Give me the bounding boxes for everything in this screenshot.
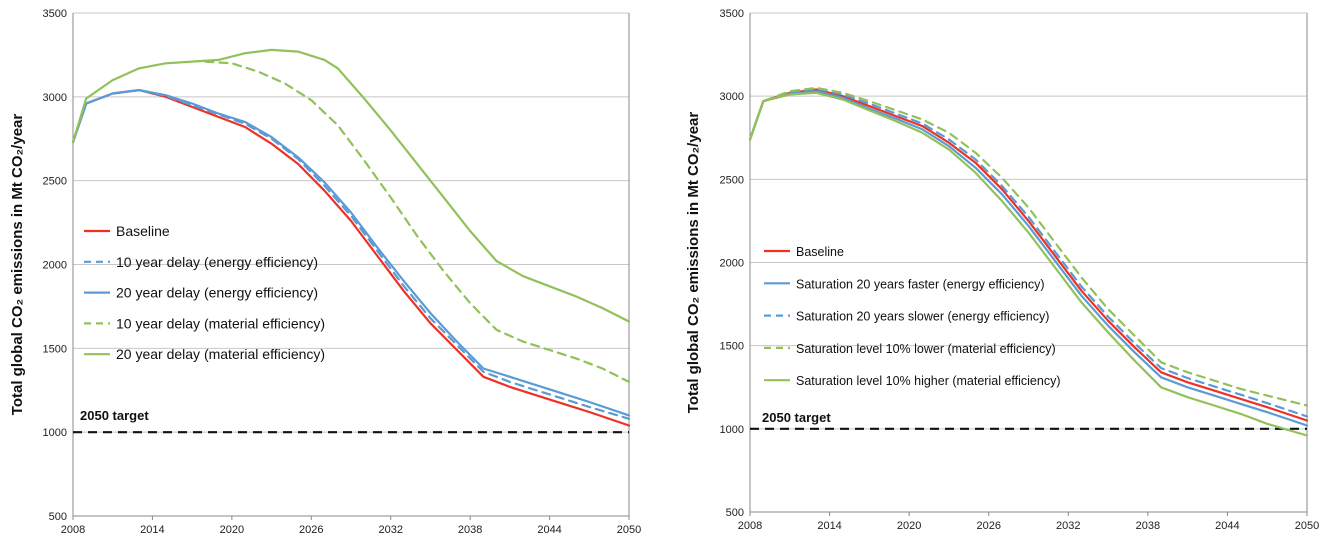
x-tick-label: 2026 (976, 520, 1000, 532)
x-tick-label: 2038 (458, 524, 482, 536)
y-axis-label: Total global CO₂ emissions in Mt CO₂/yea… (9, 114, 26, 416)
y-tick-label: 500 (49, 511, 67, 523)
series-line-1 (748, 90, 1309, 427)
x-tick-label: 2032 (1056, 520, 1080, 532)
legend-label: Saturation 20 years slower (energy effic… (796, 310, 1049, 324)
y-tick-label: 1000 (720, 424, 744, 436)
x-tick-label: 2044 (1215, 520, 1239, 532)
legend-label: 20 year delay (material efficiency) (116, 346, 325, 362)
x-tick-label: 2044 (537, 524, 561, 536)
legend-label: 10 year delay (material efficiency) (116, 315, 325, 331)
series-line-4 (71, 48, 631, 323)
legend-label: 10 year delay (energy efficiency) (116, 254, 318, 270)
x-tick-label: 2008 (738, 520, 762, 532)
legend: Baseline 10 year delay (energy efficiency… (84, 223, 325, 362)
y-tick-label: 2000 (43, 260, 67, 272)
y-axis-label: Total global CO₂ emissions in Mt CO₂/yea… (685, 112, 702, 414)
x-tick-label: 2050 (617, 524, 641, 536)
series-line-2 (71, 88, 631, 417)
y-tick-label: 1500 (43, 343, 67, 355)
series-line-2 (748, 87, 1309, 418)
x-tick-label: 2038 (1136, 520, 1160, 532)
x-tick-label: 2032 (378, 524, 402, 536)
y-tick-label: 2500 (43, 176, 67, 188)
x-tick-label: 2014 (140, 524, 164, 536)
series-line-0 (748, 88, 1309, 422)
x-tick-label: 2014 (817, 520, 841, 532)
y-tick-label: 3500 (43, 8, 67, 20)
legend-label: Baseline (116, 223, 170, 239)
y-tick-label: 2000 (720, 258, 744, 270)
legend-label: 20 year delay (energy efficiency) (116, 285, 318, 301)
legend-label: Saturation level 10% higher (material ef… (796, 374, 1060, 388)
chart-panel-left: 500 1000 1500 2000 2500 3000 3500 2008 2014 2020 2… (9, 8, 641, 536)
x-tick-label: 2026 (299, 524, 323, 536)
target-label: 2050 target (80, 408, 149, 423)
y-tick-label: 500 (726, 507, 744, 519)
series-line-1 (71, 88, 631, 420)
y-tick-label: 1500 (720, 341, 744, 353)
series-line-4 (748, 91, 1309, 437)
y-tick-label: 3000 (43, 92, 67, 104)
legend-label: Baseline (796, 245, 844, 259)
y-tick-label: 3000 (720, 91, 744, 103)
legend-label: Saturation 20 years faster (energy effic… (796, 277, 1045, 291)
x-tick-label: 2020 (897, 520, 921, 532)
series-line-3 (204, 60, 631, 383)
x-tick-label: 2020 (220, 524, 244, 536)
legend-label: Saturation level 10% lower (material eff… (796, 342, 1056, 356)
series-line-3 (748, 86, 1309, 407)
y-tick-label: 1000 (43, 427, 67, 439)
x-tick-label: 2050 (1295, 520, 1319, 532)
target-label: 2050 target (762, 410, 831, 425)
chart-panel-right: 500 1000 1500 2000 2500 3000 3500 2008 2014 2020 2… (685, 8, 1319, 532)
x-tick-label: 2008 (61, 524, 85, 536)
y-tick-label: 3500 (720, 8, 744, 20)
y-tick-label: 2500 (720, 174, 744, 186)
legend: Baseline Saturation 20 years faster (ener… (764, 245, 1060, 388)
